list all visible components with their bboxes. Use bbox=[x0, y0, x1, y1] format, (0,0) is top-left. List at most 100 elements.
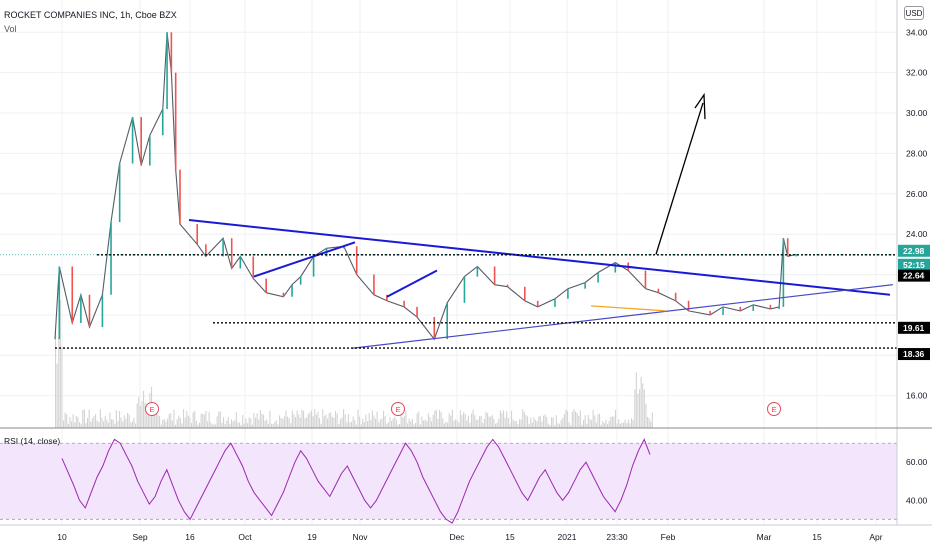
volume-bar bbox=[375, 418, 377, 428]
earnings-marker bbox=[145, 402, 159, 416]
volume-bar bbox=[347, 414, 349, 428]
currency-button[interactable]: USD bbox=[904, 6, 924, 20]
volume-bar bbox=[589, 419, 591, 428]
volume-bar bbox=[299, 417, 301, 428]
volume-bar bbox=[219, 411, 221, 428]
price-label-bg bbox=[898, 269, 930, 282]
volume-bar bbox=[495, 423, 497, 428]
volume-bar bbox=[507, 417, 509, 428]
volume-bar bbox=[530, 417, 532, 428]
volume-bar bbox=[90, 421, 92, 428]
volume-bar bbox=[195, 420, 197, 428]
volume-bar bbox=[650, 421, 652, 428]
volume-bar bbox=[287, 416, 289, 428]
volume-bar bbox=[79, 422, 81, 428]
volume-bar bbox=[405, 410, 407, 428]
earnings-marker-label: E bbox=[149, 405, 154, 414]
volume-bar bbox=[480, 415, 482, 428]
volume-bar bbox=[583, 420, 585, 428]
volume-bar bbox=[242, 415, 244, 428]
volume-bar bbox=[562, 418, 564, 428]
volume-bar bbox=[595, 422, 597, 428]
volume-bar bbox=[493, 418, 495, 428]
volume-bar bbox=[162, 419, 164, 428]
volume-bar bbox=[325, 414, 327, 428]
volume-bar bbox=[520, 419, 522, 428]
volume-bar bbox=[115, 410, 117, 428]
volume-bar bbox=[136, 403, 138, 428]
volume-bar bbox=[253, 412, 255, 428]
volume-bar bbox=[391, 420, 393, 428]
volume-bar bbox=[288, 418, 290, 428]
volume-bar bbox=[439, 409, 441, 428]
volume-bar bbox=[474, 415, 476, 428]
volume-bar bbox=[93, 416, 95, 428]
volume-bar bbox=[456, 419, 458, 428]
volume-bar bbox=[232, 421, 234, 428]
volume-bar bbox=[471, 413, 473, 428]
volume-bar bbox=[59, 300, 61, 428]
volume-bar bbox=[339, 419, 341, 428]
volume-bar bbox=[443, 423, 445, 428]
volume-bar bbox=[112, 419, 114, 428]
rsi-tick-label: 60.00 bbox=[906, 457, 928, 467]
volume-bar bbox=[498, 418, 500, 428]
volume-bar bbox=[461, 415, 463, 428]
volume-bar bbox=[291, 410, 293, 428]
volume-bar bbox=[143, 390, 145, 428]
volume-bar bbox=[413, 424, 415, 428]
volume-bar bbox=[373, 415, 375, 428]
volume-bar bbox=[594, 415, 596, 428]
volume-bar bbox=[442, 418, 444, 428]
volume-bar bbox=[512, 419, 514, 428]
volume-bar bbox=[261, 413, 263, 428]
volume-bar bbox=[560, 420, 562, 428]
volume-bar bbox=[586, 423, 588, 428]
volume-bar bbox=[168, 414, 170, 428]
volume-bar bbox=[467, 415, 469, 428]
volume-bar bbox=[431, 421, 433, 428]
volume-bar bbox=[387, 422, 389, 428]
volume-bar bbox=[203, 414, 205, 428]
volume-bar bbox=[427, 413, 429, 428]
x-tick-label: 15 bbox=[812, 532, 822, 542]
volume-bar bbox=[621, 422, 623, 428]
volume-bar bbox=[536, 421, 538, 428]
volume-bar bbox=[592, 409, 594, 428]
volume-bar bbox=[192, 412, 194, 428]
volume-bar bbox=[485, 411, 487, 428]
volume-bar bbox=[603, 423, 605, 428]
volume-bar bbox=[85, 423, 87, 428]
volume-bar bbox=[613, 416, 615, 428]
volume-bar bbox=[445, 421, 447, 428]
volume-bar bbox=[248, 417, 250, 428]
volume-bar bbox=[58, 337, 60, 428]
volume-bar bbox=[608, 420, 610, 428]
volume-bar bbox=[181, 423, 183, 428]
volume-bar bbox=[199, 422, 201, 428]
volume-bar bbox=[170, 413, 172, 428]
x-tick-label: Feb bbox=[661, 532, 676, 542]
volume-bar bbox=[519, 419, 521, 428]
volume-bar bbox=[160, 424, 162, 428]
volume-bar bbox=[133, 417, 135, 428]
price-label: 18.36 bbox=[903, 349, 925, 359]
volume-bar bbox=[355, 424, 357, 428]
volume-bar bbox=[482, 423, 484, 428]
volume-bar bbox=[354, 419, 356, 428]
volume-bar bbox=[616, 423, 618, 428]
volume-bar bbox=[623, 422, 625, 428]
x-tick-label: Mar bbox=[757, 532, 772, 542]
volume-bar bbox=[250, 418, 252, 428]
volume-bar bbox=[211, 424, 213, 428]
volume-bar bbox=[91, 418, 93, 428]
x-tick-label: 23:30 bbox=[606, 532, 628, 542]
price-label: 52:15 bbox=[903, 260, 925, 270]
volume-bar bbox=[295, 417, 297, 428]
orange-line bbox=[590, 305, 667, 312]
volume-bar bbox=[648, 418, 650, 428]
volume-bar bbox=[186, 411, 188, 428]
price-line bbox=[54, 32, 797, 341]
volume-bar bbox=[528, 424, 530, 428]
